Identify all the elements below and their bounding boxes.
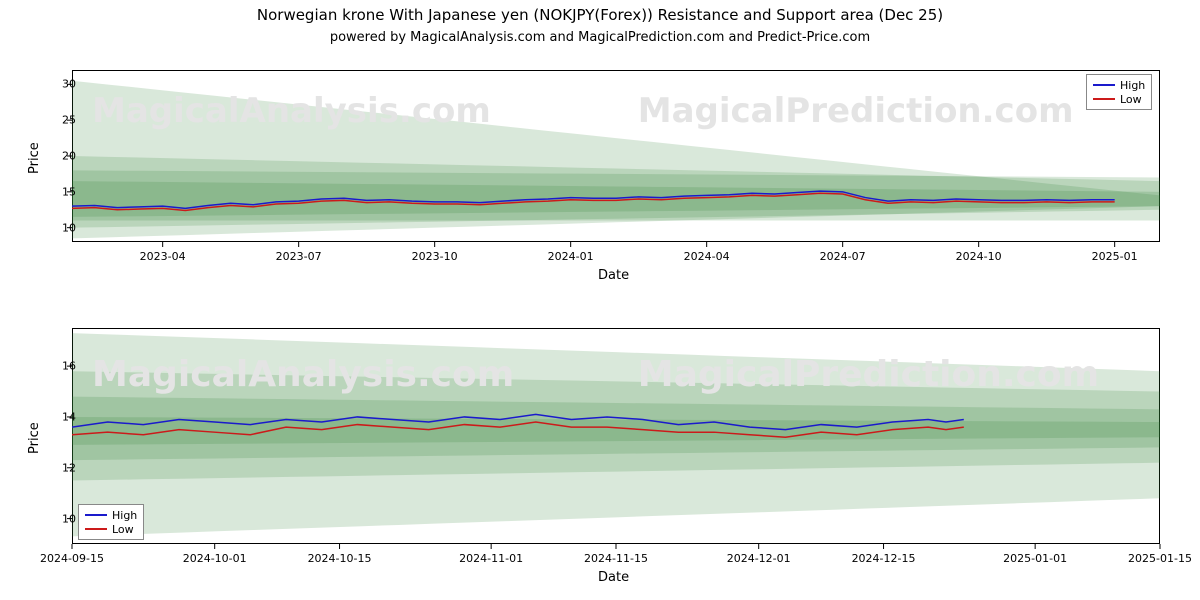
x-tick-label: 2024-10-01	[183, 552, 247, 565]
x-tick-label: 2024-12-15	[852, 552, 916, 565]
legend-line-high	[85, 514, 107, 516]
x-tick-label: 2024-09-15	[40, 552, 104, 565]
legend-line-low	[85, 528, 107, 530]
bottom-chart-ylabel: Price	[27, 422, 42, 454]
x-tick-label: 2025-01-01	[1003, 552, 1067, 565]
x-tick-label: 2024-11-01	[459, 552, 523, 565]
x-tick-label: 2024-11-15	[584, 552, 648, 565]
x-tick-label: 2025-01-15	[1128, 552, 1192, 565]
x-tick-label: 2024-12-01	[727, 552, 791, 565]
bottom-chart-xlabel: Date	[598, 570, 629, 585]
legend-item: High	[85, 508, 137, 522]
legend-label: Low	[112, 523, 134, 536]
x-tick-label: 2024-10-15	[308, 552, 372, 565]
legend-item: Low	[85, 522, 137, 536]
bottom-chart-svg	[0, 0, 1200, 600]
bottom-chart-legend: High Low	[78, 504, 144, 540]
legend-label: High	[112, 509, 137, 522]
